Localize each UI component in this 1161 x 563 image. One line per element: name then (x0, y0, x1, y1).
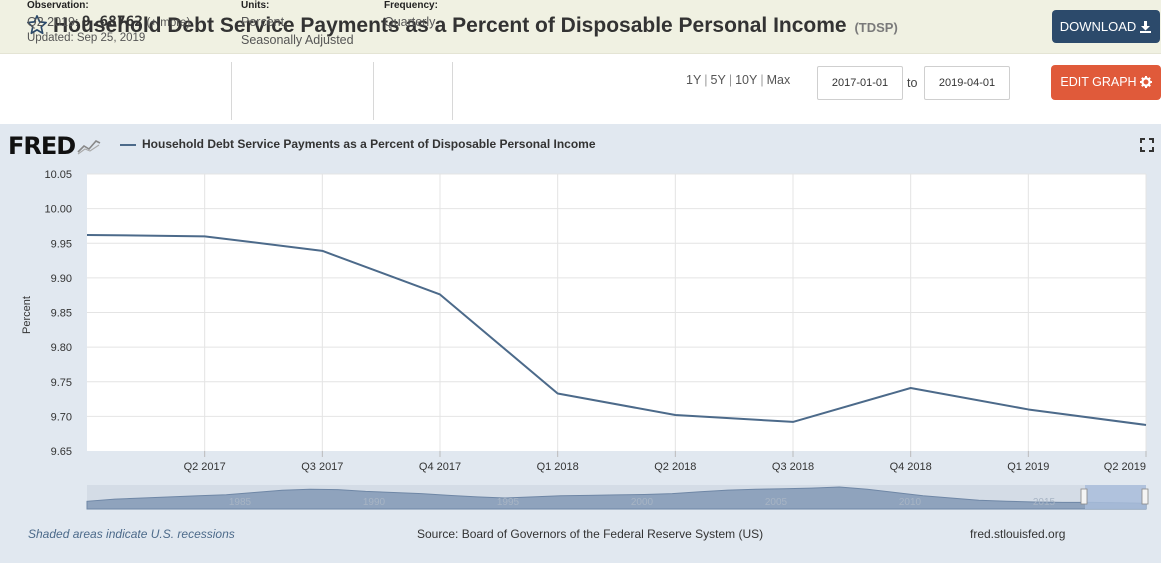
units-line2: Seasonally Adjusted (241, 33, 354, 47)
series-title: Household Debt Service Payments as a Per… (53, 14, 847, 37)
edit-graph-label: EDIT GRAPH (1060, 75, 1137, 89)
gear-icon (1139, 76, 1152, 88)
range-1y[interactable]: 1Y (686, 73, 702, 87)
frequency-block: Frequency: Quarterly (384, 0, 438, 58)
y-tick-label: 10.05 (44, 169, 72, 181)
y-tick-label: 9.95 (51, 238, 72, 250)
legend-swatch (120, 144, 136, 146)
observation-value: 9.68762 (81, 14, 144, 30)
observation-more-link[interactable]: (+ more) (146, 17, 191, 29)
range-5y[interactable]: 5Y (710, 73, 726, 87)
x-tick-label: Q2 2018 (654, 461, 696, 473)
navigator-label: 2010 (899, 497, 922, 508)
range-navigator[interactable]: 1985 1990 1995 2000 2005 2010 2015 (86, 485, 1149, 510)
frequency-label: Frequency: (384, 0, 438, 11)
range-selector: 1Y | 5Y | 10Y | Max (686, 73, 791, 87)
range-max[interactable]: Max (766, 73, 791, 87)
page-title: Household Debt Service Payments as a Per… (53, 14, 898, 38)
divider (373, 62, 374, 120)
y-tick-label: 9.90 (51, 273, 72, 285)
y-tick-label: 9.75 (51, 377, 72, 389)
download-button[interactable]: DOWNLOAD (1052, 10, 1160, 43)
y-tick-label: 9.85 (51, 308, 72, 320)
y-tick-label: 10.00 (44, 204, 72, 216)
x-tick-label: Q4 2017 (419, 461, 461, 473)
observation-block: Observation: Q2 2019: 9.68762 (+ more) U… (27, 0, 190, 58)
recession-note: Shaded areas indicate U.S. recessions (28, 527, 235, 541)
units-block: Units: Percent, Seasonally Adjusted (241, 0, 354, 58)
range-10y[interactable]: 10Y (735, 73, 758, 87)
start-date-input[interactable]: 2017-01-01 (817, 66, 903, 100)
navigator-left-handle[interactable] (1080, 488, 1088, 505)
download-label: DOWNLOAD (1059, 19, 1137, 34)
x-tick-label: Q1 2019 (1007, 461, 1049, 473)
x-tick-label: Q4 2018 (890, 461, 932, 473)
x-tick-label: Q2 2019 (1104, 461, 1146, 473)
x-tick-label: Q2 2017 (184, 461, 226, 473)
y-tick-label: 9.65 (51, 446, 72, 458)
navigator-label: 1995 (497, 497, 520, 508)
star-icon[interactable] (26, 14, 48, 36)
y-tick-label: 9.70 (51, 411, 72, 423)
navigator-label: 1990 (363, 497, 386, 508)
navigator-label: 1985 (229, 497, 252, 508)
series-id: (TDSP) (854, 20, 898, 35)
navigator-right-handle[interactable] (1141, 488, 1149, 505)
divider (452, 62, 453, 120)
frequency-value: Quarterly (384, 15, 436, 29)
y-tick-label: 9.80 (51, 342, 72, 354)
edit-graph-button[interactable]: EDIT GRAPH (1051, 65, 1161, 100)
download-icon (1140, 21, 1152, 33)
updated-date: Updated: Sep 25, 2019 (27, 32, 146, 44)
navigator-label: 2015 (1033, 497, 1056, 508)
line-chart[interactable]: 9.65 9.70 9.75 9.80 9.85 9.90 9.95 10.00 10.05 Q… (0, 124, 1161, 524)
end-date-input[interactable]: 2019-04-01 (924, 66, 1010, 100)
navigator-label: 2005 (765, 497, 788, 508)
navigator-series (86, 486, 1147, 510)
navigator-selection[interactable] (1085, 485, 1146, 509)
fred-logo-text: FRED (8, 132, 76, 160)
observation-label: Observation: (27, 0, 89, 11)
fred-logo-chart-icon (77, 140, 101, 155)
fullscreen-icon[interactable] (1140, 138, 1154, 152)
divider (231, 62, 232, 120)
chart-panel: FRED Household Debt Service Payments as … (0, 124, 1161, 563)
series-line[interactable] (86, 233, 1147, 426)
units-label: Units: (241, 0, 270, 11)
x-tick-label: Q1 2018 (537, 461, 579, 473)
source-note: Source: Board of Governors of the Federa… (417, 527, 764, 541)
units-line1: Percent, (241, 15, 288, 29)
legend-label: Household Debt Service Payments as a Per… (142, 137, 596, 151)
navigator-label: 2000 (631, 497, 654, 508)
to-label: to (907, 76, 918, 90)
observation-period: Q2 2019: (27, 15, 79, 29)
x-tick-label: Q3 2017 (301, 461, 343, 473)
x-tick-label: Q3 2018 (772, 461, 814, 473)
title-bar: Household Debt Service Payments as a Per… (0, 0, 1161, 54)
fred-logo[interactable]: FRED (8, 132, 101, 160)
site-link[interactable]: fred.stlouisfed.org (970, 527, 1066, 541)
